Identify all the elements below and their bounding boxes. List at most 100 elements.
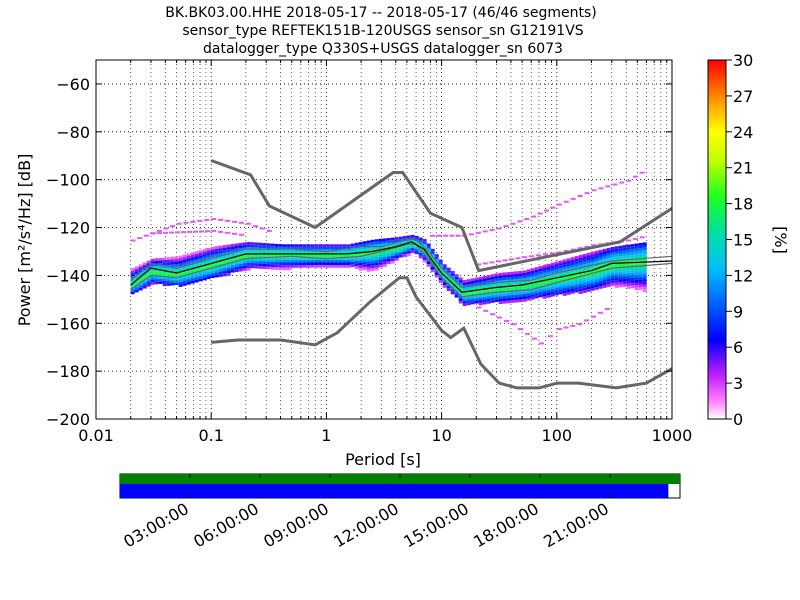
density-cell bbox=[170, 282, 175, 286]
outlier-cell bbox=[639, 236, 645, 239]
density-cell bbox=[550, 286, 555, 289]
density-cell bbox=[146, 278, 151, 282]
density-cell bbox=[454, 287, 459, 290]
outlier-cell bbox=[535, 254, 541, 257]
density-cell bbox=[610, 278, 615, 281]
density-cell bbox=[178, 279, 183, 282]
density-cell bbox=[490, 279, 495, 283]
density-cell bbox=[206, 273, 211, 277]
density-cell bbox=[306, 257, 311, 260]
density-cell bbox=[150, 261, 155, 264]
density-cell bbox=[486, 288, 491, 291]
density-cell bbox=[582, 259, 587, 262]
density-cell bbox=[222, 260, 227, 264]
density-cell bbox=[206, 276, 211, 280]
density-cell bbox=[238, 245, 243, 249]
density-cell bbox=[262, 266, 267, 270]
density-cell bbox=[242, 242, 247, 245]
density-cell bbox=[278, 264, 283, 268]
density-cell bbox=[634, 261, 639, 265]
density-cell bbox=[198, 276, 203, 279]
density-cell bbox=[634, 274, 639, 278]
density-cell bbox=[554, 261, 559, 265]
density-cell bbox=[594, 258, 599, 262]
density-cell bbox=[258, 258, 263, 261]
outlier-cell bbox=[604, 307, 610, 310]
density-cell bbox=[458, 298, 463, 301]
density-cell bbox=[642, 271, 647, 274]
density-cell bbox=[182, 272, 187, 276]
density-cell bbox=[170, 272, 175, 276]
density-cell bbox=[398, 239, 403, 242]
outlier-cell bbox=[163, 227, 169, 230]
density-cell bbox=[526, 290, 531, 293]
density-cell bbox=[182, 262, 187, 265]
density-cell bbox=[238, 268, 243, 272]
density-cell bbox=[422, 259, 427, 263]
density-cell bbox=[246, 262, 251, 266]
density-cell bbox=[614, 269, 619, 273]
density-cell bbox=[638, 266, 643, 269]
density-cell bbox=[198, 250, 203, 253]
density-cell bbox=[586, 281, 591, 284]
density-cell bbox=[266, 253, 271, 257]
density-cell bbox=[294, 254, 299, 258]
density-cell bbox=[334, 246, 339, 250]
density-cell bbox=[586, 260, 591, 264]
density-cell bbox=[338, 246, 343, 250]
density-cell bbox=[502, 295, 507, 299]
density-cell bbox=[642, 252, 647, 256]
outlier-cell bbox=[510, 222, 516, 225]
outlier-cell bbox=[549, 252, 555, 255]
density-cell bbox=[330, 262, 335, 266]
density-cell bbox=[554, 277, 559, 280]
density-cell bbox=[274, 264, 279, 268]
density-cell bbox=[586, 286, 591, 290]
density-cell bbox=[282, 259, 287, 263]
density-cell bbox=[334, 249, 339, 253]
density-cell bbox=[246, 244, 251, 248]
density-cell bbox=[306, 246, 311, 250]
density-cell bbox=[442, 266, 447, 270]
density-cell bbox=[370, 247, 375, 251]
density-cell bbox=[530, 273, 535, 277]
density-cell bbox=[494, 278, 499, 282]
density-cell bbox=[386, 261, 391, 265]
density-cell bbox=[638, 281, 643, 285]
density-cell bbox=[626, 247, 631, 250]
timeline-data-coverage bbox=[120, 474, 680, 484]
density-cell bbox=[542, 272, 547, 276]
density-cell bbox=[270, 254, 275, 257]
density-cell bbox=[406, 251, 411, 254]
density-cell bbox=[618, 279, 623, 283]
density-cell bbox=[290, 259, 295, 263]
density-cell bbox=[606, 268, 611, 272]
density-cell bbox=[578, 262, 583, 266]
density-cell bbox=[614, 254, 619, 257]
density-cell bbox=[314, 259, 319, 263]
density-cell bbox=[574, 258, 579, 262]
density-cell bbox=[254, 260, 259, 264]
density-cell bbox=[594, 266, 599, 269]
density-cell bbox=[494, 283, 499, 287]
outlier-cell bbox=[482, 262, 488, 265]
density-cell bbox=[622, 271, 627, 274]
density-cell bbox=[274, 251, 279, 255]
density-cell bbox=[274, 249, 279, 252]
density-cell bbox=[634, 251, 639, 254]
density-cell bbox=[222, 265, 227, 269]
colorbar-label: [%] bbox=[771, 226, 790, 254]
density-cell bbox=[362, 249, 367, 252]
density-cell bbox=[642, 284, 647, 287]
density-cell bbox=[514, 292, 519, 295]
timeline-tick-label: 12:00:00 bbox=[330, 499, 402, 551]
density-cell bbox=[258, 250, 263, 254]
density-cell bbox=[614, 277, 619, 281]
y-tick-label: −60 bbox=[56, 75, 90, 94]
density-cell bbox=[578, 273, 583, 276]
density-cell bbox=[354, 245, 359, 248]
density-cell bbox=[618, 271, 623, 275]
density-cell bbox=[146, 271, 151, 274]
density-cell bbox=[166, 280, 171, 284]
density-cell bbox=[378, 244, 383, 247]
